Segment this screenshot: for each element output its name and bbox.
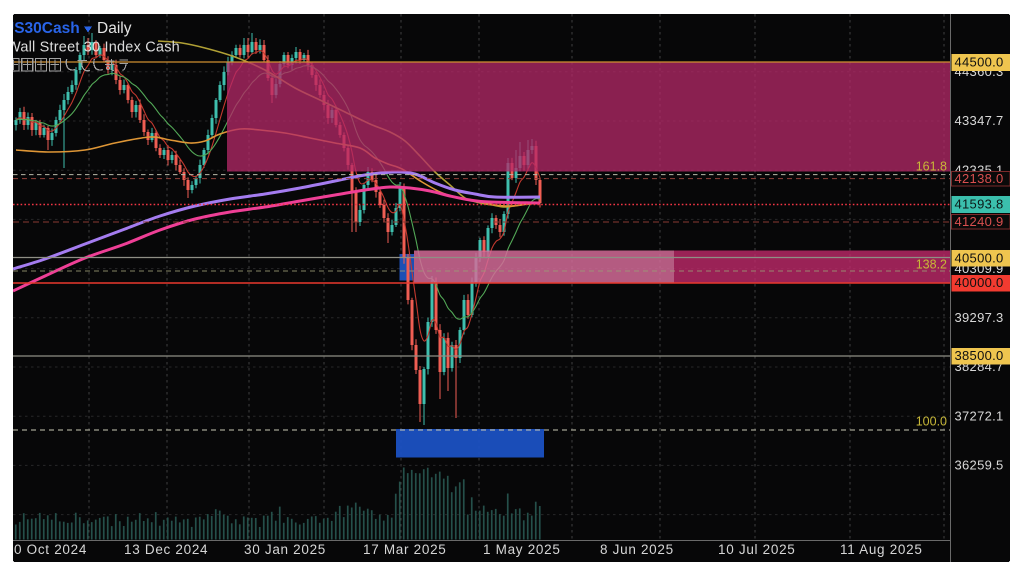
svg-text:8 Jun 2025: 8 Jun 2025 [600, 542, 674, 557]
svg-text:1 May 2025: 1 May 2025 [483, 542, 561, 557]
svg-text:44500.0: 44500.0 [955, 55, 1004, 70]
svg-text:Wall Street 30 Index Cash: Wall Street 30 Index Cash [7, 40, 180, 56]
svg-text:Daily: Daily [97, 20, 132, 37]
svg-text:161.8: 161.8 [916, 160, 947, 174]
svg-text:38500.0: 38500.0 [955, 348, 1004, 363]
svg-text:40500.0: 40500.0 [955, 251, 1004, 266]
svg-text:41593.8: 41593.8 [955, 197, 1004, 212]
svg-text:30 Jan 2025: 30 Jan 2025 [244, 542, 326, 557]
svg-text:US30Cash: US30Cash [3, 20, 80, 37]
svg-text:138.2: 138.2 [916, 258, 947, 272]
svg-text:37272.1: 37272.1 [955, 408, 1004, 423]
svg-text:100.0: 100.0 [916, 415, 947, 429]
svg-text:36259.5: 36259.5 [955, 458, 1004, 473]
svg-text:40000.0: 40000.0 [955, 275, 1004, 290]
svg-text:42138.0: 42138.0 [955, 171, 1004, 186]
svg-text:41240.9: 41240.9 [955, 214, 1004, 229]
svg-text:11 Aug 2025: 11 Aug 2025 [840, 542, 923, 557]
svg-text:17 Mar 2025: 17 Mar 2025 [363, 542, 447, 557]
svg-text:10 Jul 2025: 10 Jul 2025 [718, 542, 796, 557]
svg-text:43347.7: 43347.7 [955, 113, 1004, 128]
svg-text:39297.3: 39297.3 [955, 310, 1004, 325]
svg-text:13 Dec 2024: 13 Dec 2024 [124, 542, 208, 557]
svg-text:0 Oct 2024: 0 Oct 2024 [14, 542, 87, 557]
